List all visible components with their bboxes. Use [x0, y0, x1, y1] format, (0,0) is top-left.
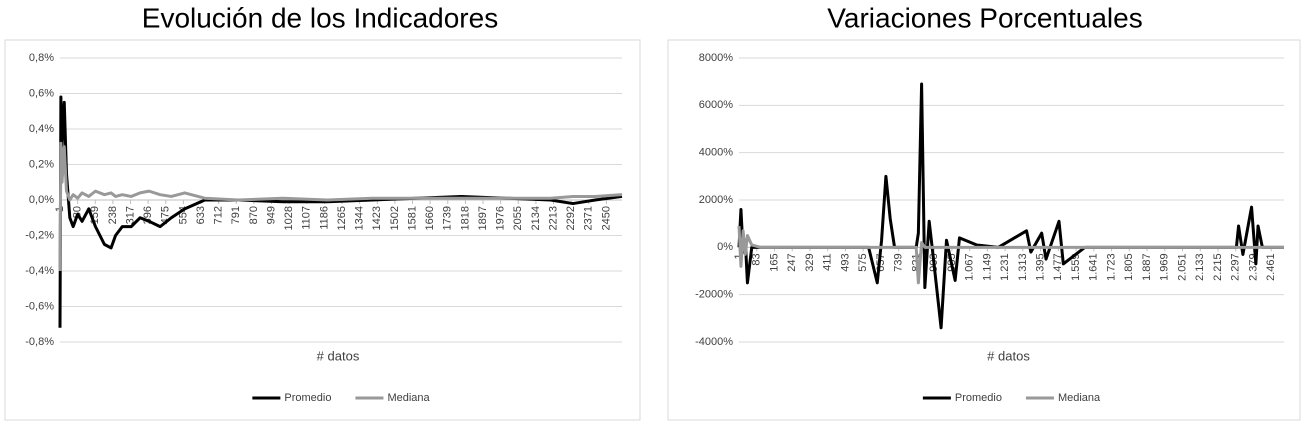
x-tick-label: 2055	[512, 206, 524, 230]
x-tick-label: 1344	[354, 206, 366, 230]
x-tick-label: 1.969	[1159, 253, 1171, 281]
x-tick-label: 949	[265, 206, 277, 224]
x-tick-label: 1423	[371, 206, 383, 230]
legend: Promedio Mediana	[252, 392, 431, 404]
legend: Promedio Mediana	[922, 392, 1101, 404]
x-tick-label: 1	[733, 253, 745, 259]
y-tick-label: -0,2%	[25, 229, 54, 241]
chart-frame	[667, 39, 1301, 421]
chart-title: Variaciones Porcentuales	[827, 2, 1142, 33]
x-tick-label: 1502	[389, 206, 401, 230]
x-axis-label: # datos	[987, 348, 1030, 363]
y-tick-label: 6000%	[699, 99, 733, 111]
y-tick-label: -0,4%	[25, 265, 54, 277]
x-axis-label: # datos	[317, 348, 360, 363]
x-tick-label: 1.559	[1070, 253, 1082, 281]
x-tick-label: 1186	[318, 206, 330, 230]
legend-label: Promedio	[955, 392, 1002, 404]
x-tick-label: 1.395	[1035, 253, 1047, 281]
x-tick-label: 1.641	[1088, 253, 1100, 281]
x-tick-label: 83	[751, 253, 763, 265]
x-tick-label: 1.231	[999, 253, 1011, 281]
x-tick-label: 317	[124, 206, 136, 224]
x-tick-label: 493	[839, 253, 851, 271]
series-line	[737, 225, 1284, 285]
x-tick-label: 2292	[565, 206, 577, 230]
x-tick-label: 2450	[600, 206, 612, 230]
y-tick-label: -0,6%	[25, 300, 54, 312]
x-tick-label: 2213	[547, 206, 559, 230]
y-tick-label: 0,6%	[29, 87, 54, 99]
x-tick-label: 1739	[442, 206, 454, 230]
x-tick-label: 1.149	[981, 253, 993, 281]
x-tick-label: 2.215	[1212, 253, 1224, 281]
y-tick-label: 0%	[717, 241, 733, 253]
x-tick-label: 1.313	[1017, 253, 1029, 281]
y-tick-label: -0,8%	[25, 336, 54, 348]
x-tick-label: 1976	[495, 206, 507, 230]
x-tick-label: 633	[195, 206, 207, 224]
x-tick-label: 712	[213, 206, 225, 224]
y-tick-label: 2000%	[699, 194, 733, 206]
x-tick-label: 1660	[424, 206, 436, 230]
x-tick-label: 247	[786, 253, 798, 271]
y-tick-label: 4000%	[699, 147, 733, 159]
x-tick-label: 2.133	[1194, 253, 1206, 281]
y-tick-label: 0,8%	[29, 52, 54, 64]
y-tick-label: -4000%	[695, 336, 733, 348]
x-tick-label: 739	[893, 253, 905, 271]
x-tick-label: 791	[230, 206, 242, 224]
x-tick-label: 1.887	[1141, 253, 1153, 281]
x-tick-label: 411	[822, 253, 834, 271]
chart: Variaciones Porcentuales -4000% -2000% 0% 20…	[667, 2, 1301, 421]
series-line	[58, 141, 623, 272]
x-tick-label: 1897	[477, 206, 489, 230]
legend-label: Promedio	[284, 392, 331, 404]
legend-label: Mediana	[1058, 392, 1101, 404]
x-tick-label: 1.067	[964, 253, 976, 281]
x-tick-label: 2371	[583, 206, 595, 230]
x-tick-label: 165	[768, 253, 780, 271]
x-tick-label: 1.805	[1123, 253, 1135, 281]
x-tick-label: 1.477	[1052, 253, 1064, 281]
x-tick-label: 238	[107, 206, 119, 224]
x-tick-label: 2.051	[1176, 253, 1188, 281]
x-tick-label: 2.297	[1230, 253, 1242, 281]
chart: Evolución de los Indicadores -0,8% -0,6% -0…	[4, 2, 641, 421]
x-tick-label: 575	[857, 253, 869, 271]
y-tick-label: 0,4%	[29, 123, 54, 135]
x-tick-label: 80	[72, 206, 84, 218]
x-tick-label: 1818	[459, 206, 471, 230]
x-tick-label: 1265	[336, 206, 348, 230]
x-tick-label: 1.723	[1105, 253, 1117, 281]
y-tick-label: 0,2%	[29, 158, 54, 170]
y-tick-label: -2000%	[695, 289, 733, 301]
x-tick-label: 870	[248, 206, 260, 224]
x-tick-label: 2.461	[1265, 253, 1277, 281]
x-tick-label: 1028	[283, 206, 295, 230]
legend-label: Mediana	[387, 392, 430, 404]
x-tick-label: 329	[804, 253, 816, 271]
x-tick-label: 1581	[406, 206, 418, 230]
y-tick-label: 8000%	[699, 52, 733, 64]
chart-title: Evolución de los Indicadores	[142, 2, 498, 33]
y-tick-label: 0,0%	[29, 194, 54, 206]
x-tick-label: 1107	[301, 206, 313, 230]
x-tick-label: 2134	[530, 206, 542, 230]
chart-frame	[4, 39, 641, 421]
